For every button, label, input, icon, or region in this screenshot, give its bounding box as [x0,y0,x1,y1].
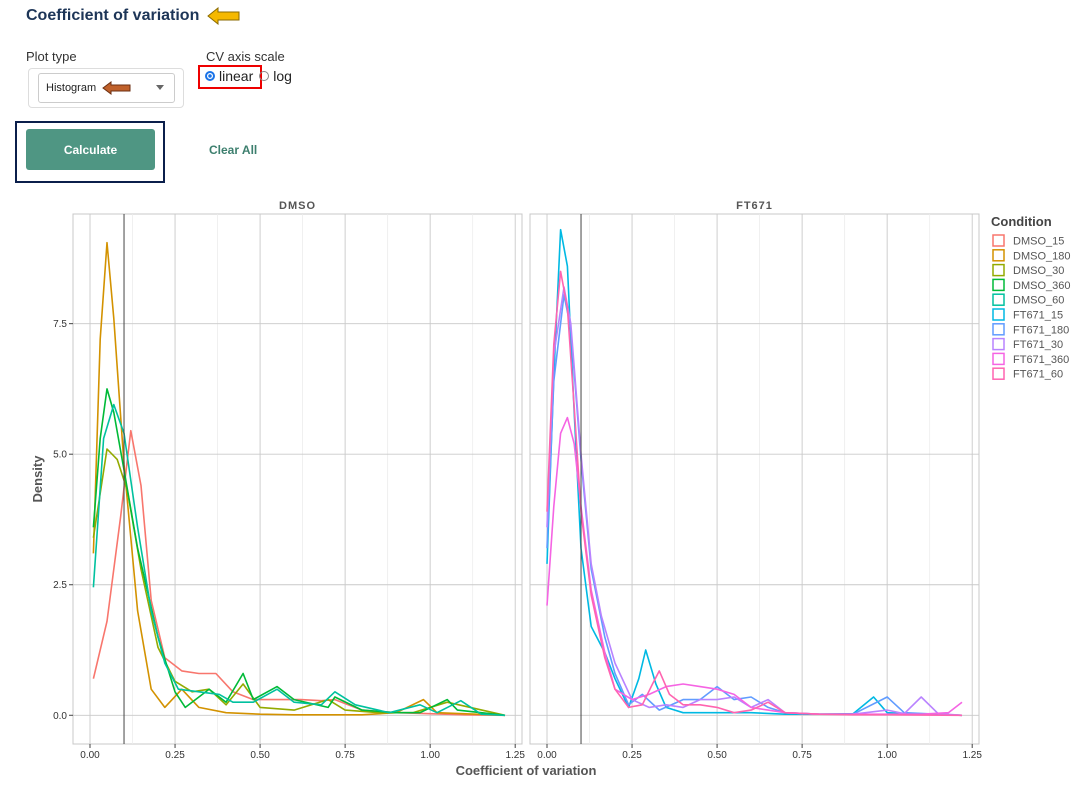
plot-type-select[interactable]: Histogram [28,68,184,108]
plot-type-dropdown[interactable]: Histogram [38,73,175,103]
panel-strip-label: DMSO [279,200,316,212]
y-tick-label: 0.0 [53,711,67,722]
legend-key [992,278,1005,292]
panel-dmso: DMSO 0.00 0.25 0.50 0.75 1.00 1.25 [72,200,525,761]
legend-label: FT671_15 [1013,310,1063,322]
panel-background [529,213,980,745]
legend-label: DMSO_60 [1013,295,1064,307]
panel-strip-label: FT671 [736,200,773,212]
legend-label: DMSO_360 [1013,280,1070,292]
y-tick-label: 7.5 [53,319,67,330]
clear-all-link[interactable]: Clear All [209,143,258,157]
y-axis-label: Density [30,455,45,503]
legend-key [992,308,1005,321]
legend-label: DMSO_180 [1013,250,1070,262]
page-title-text: Coefficient of variation [26,7,200,24]
x-tick-label: 1.25 [962,750,982,761]
y-tick-label: 5.0 [53,450,67,461]
orange-arrow-icon [102,81,131,95]
y-tick-label: 2.5 [53,580,67,591]
legend-label: FT671_360 [1013,354,1069,366]
legend-key [992,352,1005,366]
legend-key [992,293,1005,306]
panel-ft671: FT671 0.00 0.25 0.50 0.75 1.00 1.25 [529,200,982,761]
legend: Condition DMSO_15 DMSO_180 DMSO_30 DMSO_360 D… [991,214,1070,381]
series-line-dmso-30 [92,448,506,717]
chevron-down-icon [156,85,164,90]
x-tick-label: 0.50 [707,750,727,761]
legend-key [992,249,1005,262]
x-axis-label: Coefficient of variation [456,763,597,778]
yellow-arrow-icon [207,7,240,25]
calculate-button[interactable]: Calculate [26,129,155,170]
x-tick-label: 0.25 [165,750,185,761]
legend-label: FT671_60 [1013,369,1063,381]
legend-label: FT671_180 [1013,324,1069,336]
series-line-dmso-180 [92,241,506,717]
x-tick-label: 1.00 [877,750,897,761]
legend-label: DMSO_15 [1013,236,1064,248]
legend-key [992,337,1005,351]
legend-key [992,234,1005,247]
x-tick-label: 0.00 [537,750,557,761]
legend-key [992,367,1005,380]
calculate-frame [15,121,165,183]
legend-title: Condition [991,214,1052,229]
legend-key [992,323,1005,336]
series-line-ft671-60 [546,270,963,717]
series-line-ft671-180 [546,294,963,717]
x-tick-label: 0.75 [792,750,812,761]
radio-log[interactable] [259,71,270,81]
x-tick-label: 0.75 [335,750,355,761]
plot-type-value: Histogram [46,82,97,94]
x-tick-label: 0.50 [250,750,270,761]
page-title: Coefficient of variation [26,7,241,25]
cv-scale-label: CV axis scale [206,49,285,64]
legend-label: DMSO_30 [1013,265,1064,277]
x-tick-label: 0.00 [80,750,100,761]
radio-log-label[interactable]: log [273,68,292,84]
series-line-ft671-360 [546,416,963,715]
series-line-dmso-360 [92,388,506,717]
radio-linear-label[interactable]: linear [219,68,254,84]
panel-background [72,213,523,745]
series-line-dmso-60 [92,403,506,717]
radio-linear[interactable] [205,71,215,81]
x-tick-label: 0.25 [622,750,642,761]
legend-label: FT671_30 [1013,339,1063,351]
plot-type-label: Plot type [26,49,77,64]
series-line-dmso-15 [92,429,506,717]
x-tick-label: 1.25 [505,750,525,761]
cv-scale-radio-group: linear log [205,68,292,84]
series-line-ft671-30 [546,286,963,717]
x-tick-label: 1.00 [420,750,440,761]
series-line-ft671-15 [546,228,963,717]
legend-key [992,263,1005,277]
